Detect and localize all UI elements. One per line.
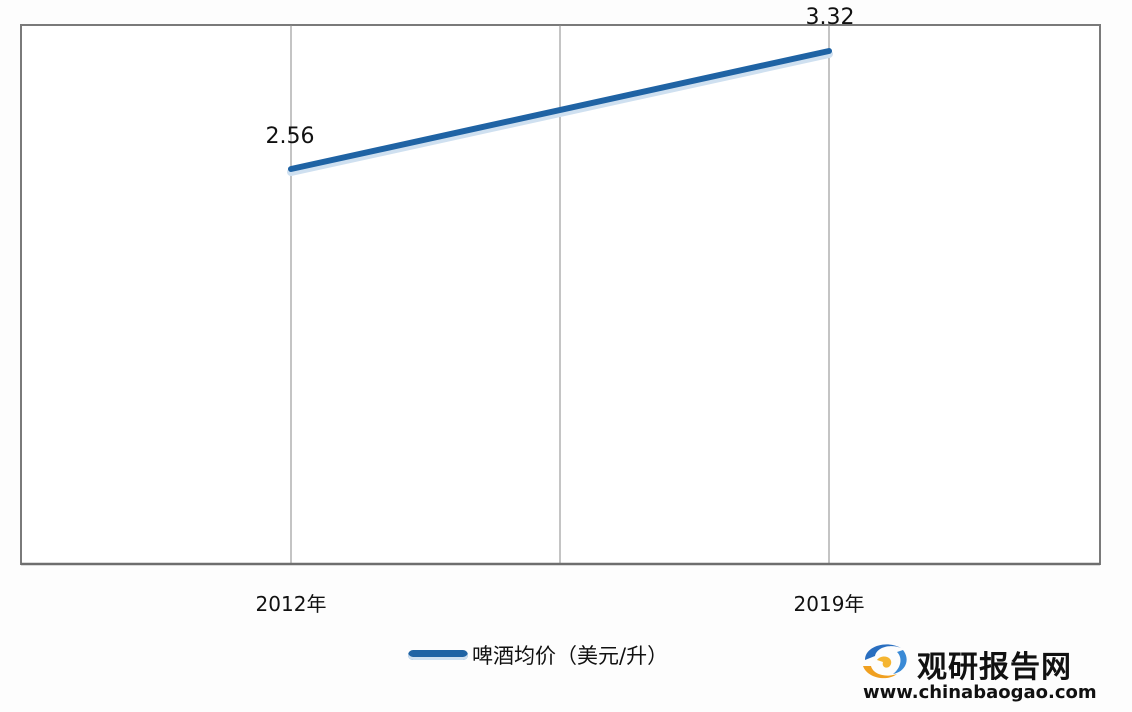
series-line [288, 48, 832, 172]
legend-line-icon [408, 650, 468, 660]
legend: 啤酒均价（美元/升） [408, 640, 668, 670]
logo-title: 观研报告网 [917, 650, 1072, 685]
logo-url: www.chinabaogao.com [863, 682, 1097, 703]
logo-swirl-icon [863, 644, 907, 679]
x-tick-label-2012: 2012年 [255, 592, 327, 616]
data-label-2019: 3.32 [805, 5, 855, 30]
data-label-2012: 2.56 [265, 124, 315, 149]
watermark-logo: 观研报告网 www.chinabaogao.com [855, 638, 1097, 708]
legend-label: 啤酒均价（美元/升） [472, 644, 669, 668]
x-tick-label-2019: 2019年 [793, 592, 865, 616]
